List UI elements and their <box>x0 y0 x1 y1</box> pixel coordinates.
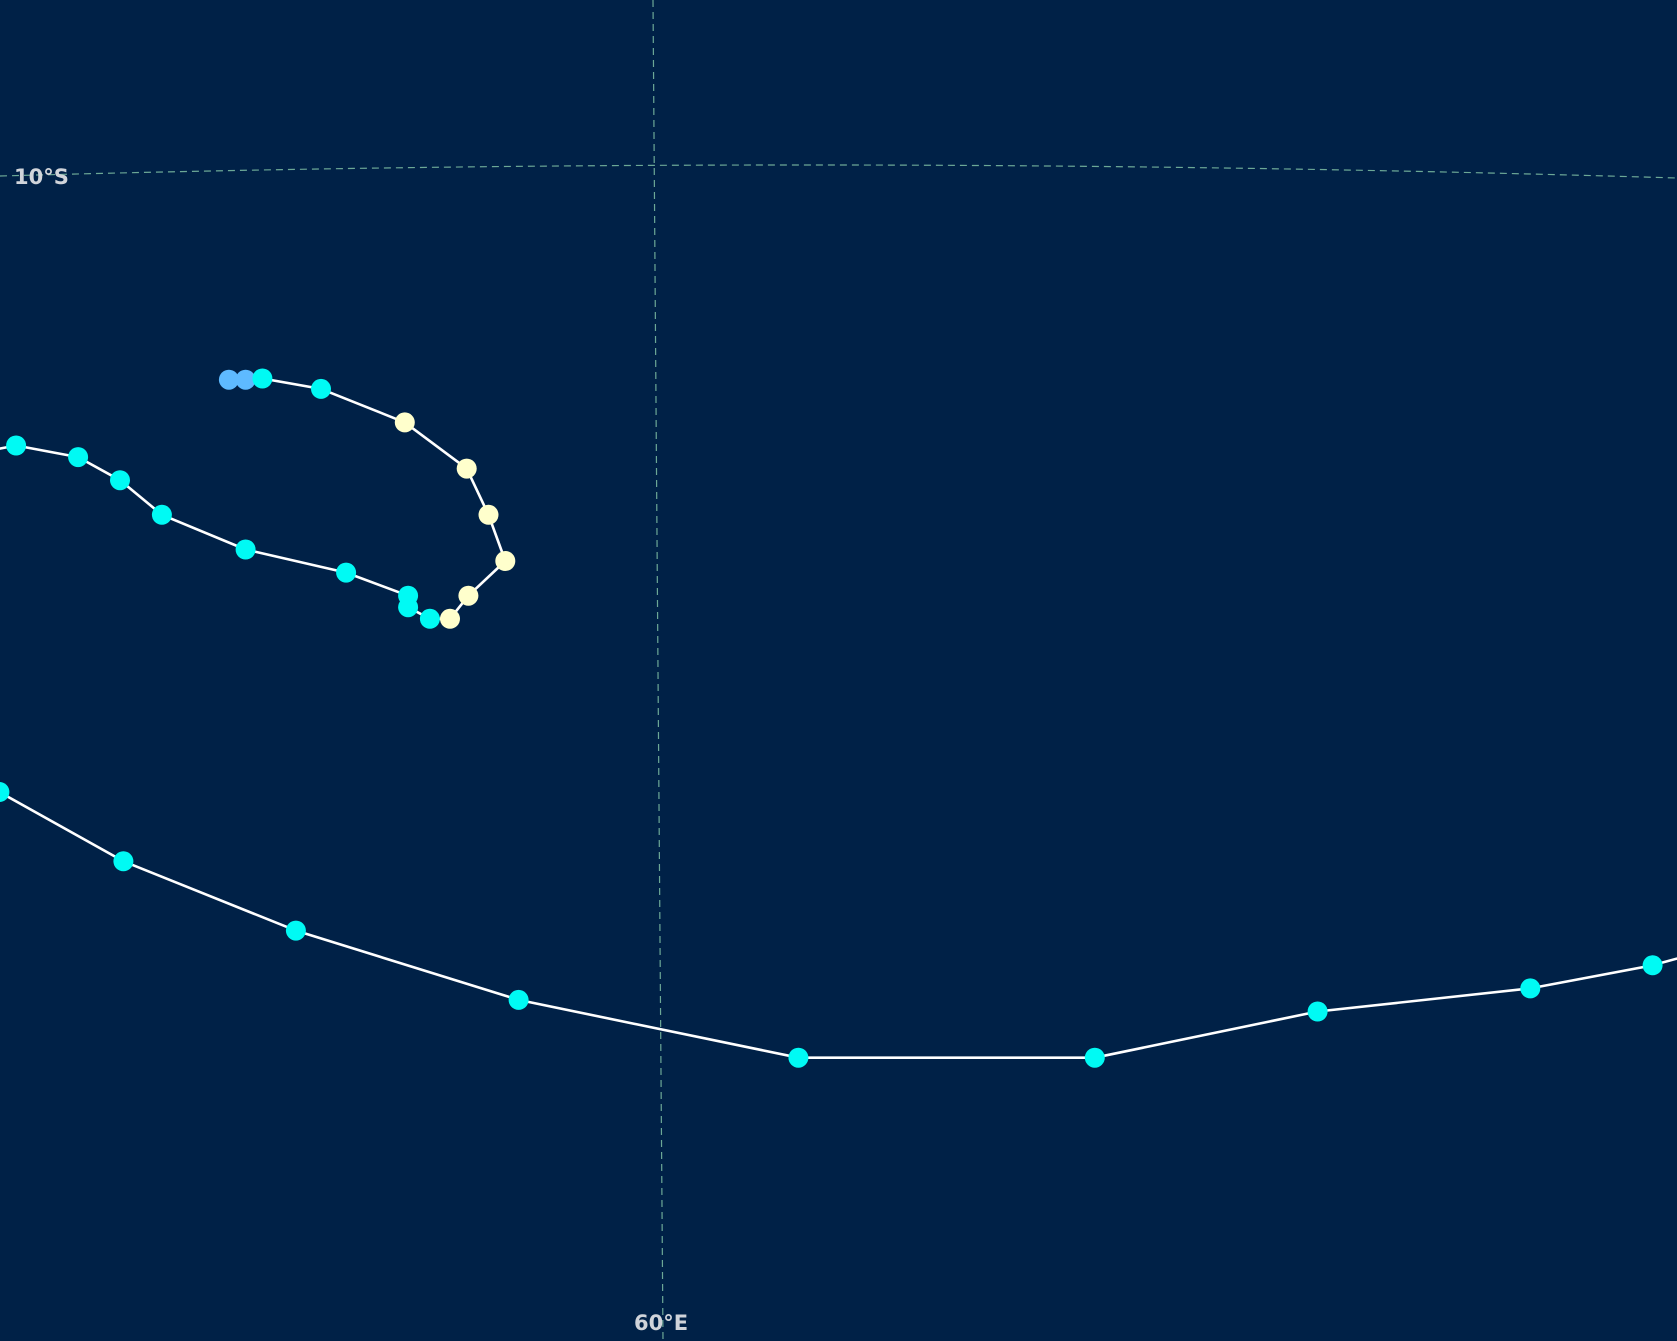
latitude-gridline <box>0 164 1677 179</box>
track-point-storm <box>252 368 273 389</box>
track-point-cyclone <box>458 585 479 606</box>
track-point-cyclone <box>440 608 460 629</box>
track-point-storm <box>419 608 440 629</box>
track-point-storm <box>113 851 134 872</box>
track-point-cyclone <box>495 551 516 571</box>
track-point-storm <box>110 470 130 491</box>
track-point-low <box>235 369 256 390</box>
latitude-label: 10°S <box>14 165 69 189</box>
track-point-storm <box>285 920 306 941</box>
track-point-storm <box>0 782 10 802</box>
track-point-cyclone <box>394 412 415 433</box>
longitude-label: 60°E <box>634 1311 688 1335</box>
longitude-gridline <box>652 0 664 1341</box>
track-point-cyclone <box>478 504 499 525</box>
track-point-storm <box>336 562 357 583</box>
track-point-storm <box>1520 978 1541 999</box>
track-point-storm <box>68 447 89 468</box>
track-point-storm <box>1084 1047 1105 1068</box>
track-point-storm <box>1642 955 1663 976</box>
track-point-storm <box>1307 1001 1328 1022</box>
track-point-storm <box>398 585 419 606</box>
track-point-low <box>218 369 239 390</box>
track-point-storm <box>788 1047 809 1068</box>
storm-track-points <box>0 368 1663 1068</box>
track-point-storm <box>311 378 331 399</box>
track-point-storm <box>508 989 529 1010</box>
track-point-storm <box>235 539 256 560</box>
track-point-storm <box>6 435 27 456</box>
track-point-storm <box>151 504 172 525</box>
track-point-cyclone <box>456 458 477 479</box>
